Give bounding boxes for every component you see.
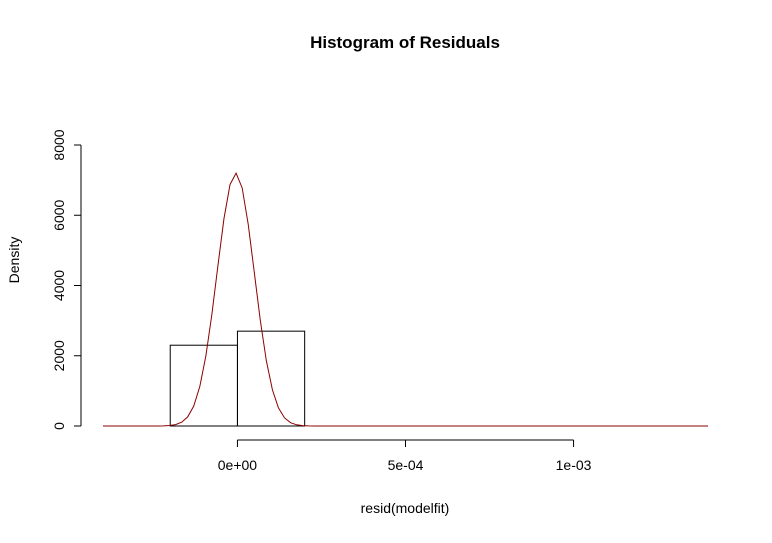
y-tick-label: 0 — [51, 422, 67, 430]
x-tick-label: 1e-03 — [556, 457, 592, 473]
density-curve — [103, 171, 708, 427]
chart-title: Histogram of Residuals — [310, 33, 500, 52]
y-tick-label: 8000 — [51, 129, 67, 160]
histogram-bar — [169, 344, 238, 427]
y-axis-label: Density — [6, 237, 22, 284]
histogram-bar — [236, 330, 306, 427]
y-tick-label: 2000 — [51, 340, 67, 371]
x-tick-label: 0e+00 — [218, 457, 258, 473]
x-tick-label: 5e-04 — [388, 457, 424, 473]
x-axis: 0e+00 5e-04 1e-03 — [218, 439, 592, 473]
y-axis: 0 2000 4000 6000 8000 — [51, 129, 82, 430]
y-tick-label: 4000 — [51, 270, 67, 301]
density-curve-group — [103, 171, 708, 427]
histogram-bars — [169, 330, 306, 427]
x-axis-label: resid(modelfit) — [361, 500, 450, 516]
y-tick-label: 6000 — [51, 199, 67, 230]
